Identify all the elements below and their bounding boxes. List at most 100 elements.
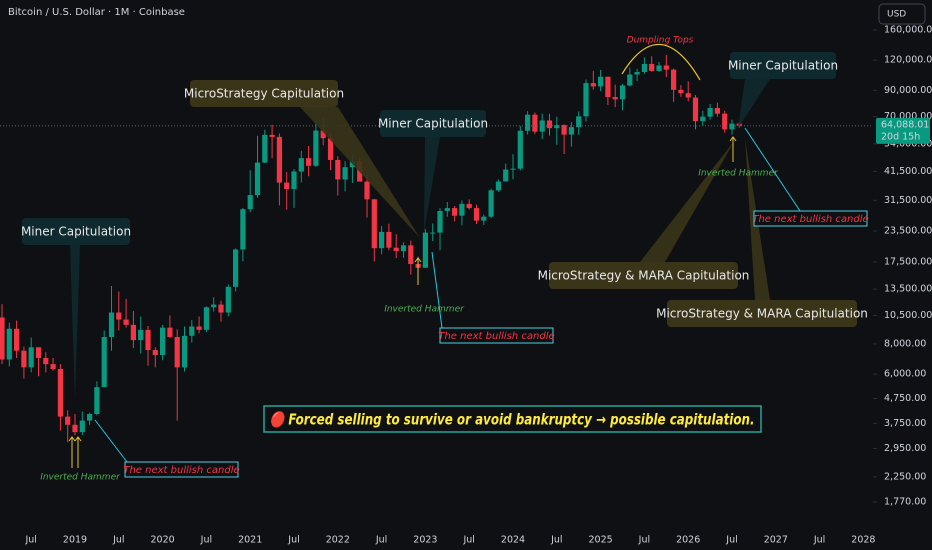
candle-body	[152, 350, 158, 356]
x-tick-label: 2021	[238, 535, 262, 546]
candle-body	[79, 420, 85, 433]
arrow-head	[414, 257, 422, 263]
y-tick-label: 4,750.00	[884, 393, 926, 404]
plot-area	[0, 54, 742, 443]
candle-body	[306, 158, 312, 166]
bullish-label: The next bullish candle	[123, 465, 239, 476]
candle-body	[649, 63, 655, 71]
callout-pointer	[738, 79, 770, 128]
candle-body	[94, 387, 100, 415]
candle-body	[298, 158, 304, 172]
candle-body	[430, 232, 436, 234]
message-box	[263, 405, 762, 433]
candle-body	[612, 97, 618, 100]
x-tick-label: Jul	[287, 535, 299, 546]
pointer-line	[744, 127, 801, 212]
candle-body	[692, 97, 699, 122]
candle-body	[28, 347, 34, 368]
bullish-box	[753, 210, 868, 227]
candle-body	[247, 195, 253, 210]
x-tick-label: 2025	[589, 535, 613, 546]
candle-body	[101, 336, 107, 388]
callout-pointer	[424, 137, 440, 232]
arrow-head	[729, 136, 737, 142]
callout-text: MicroStrategy & MARA Capitulation	[656, 307, 868, 321]
bullish-label: The next bullish candle	[438, 331, 554, 342]
bullish-box	[124, 461, 239, 478]
candle-body	[262, 134, 268, 163]
candle-body	[539, 120, 545, 132]
inverted-hammer-label: Inverted Hammer	[698, 169, 779, 179]
candle-body	[722, 113, 728, 130]
candle-body	[196, 326, 202, 330]
candle-body	[568, 127, 574, 135]
chart-title: Bitcoin / U.S. Dollar · 1M · Coinbase	[8, 7, 185, 18]
message-text: 🔴 Forced selling to survive or avoid ban…	[270, 411, 755, 429]
candle-body	[181, 335, 188, 368]
candle-body	[160, 327, 166, 356]
candle-body	[72, 424, 78, 433]
x-tick-label: Jul	[112, 535, 124, 546]
candle-body	[386, 231, 392, 248]
x-tick-label: Jul	[375, 535, 387, 546]
candle-body	[327, 138, 334, 160]
candle-body	[349, 161, 355, 168]
candle-body	[0, 317, 5, 360]
y-tick-label: 2,250.00	[884, 471, 926, 482]
pointer-line	[431, 251, 443, 329]
callout-text: MicroStrategy & MARA Capitulation	[538, 269, 750, 283]
price-tag-countdown: 20d 15h	[881, 131, 920, 142]
x-tick-label: 2024	[501, 535, 525, 546]
candle-body	[284, 182, 290, 190]
x-tick-label: Jul	[200, 535, 212, 546]
candle-body	[459, 203, 465, 216]
candle-body	[561, 125, 567, 135]
candle-body	[495, 181, 501, 191]
callout-pointer	[640, 140, 735, 262]
candle-body	[605, 76, 611, 98]
callout-text: Miner Capitulation	[21, 225, 131, 239]
candle-body	[700, 116, 706, 122]
callout-pointer	[300, 107, 420, 238]
candle-body	[145, 329, 151, 351]
candle-body	[371, 199, 377, 249]
candle-body	[481, 216, 487, 221]
y-tick-label: 3,750.00	[884, 418, 926, 429]
candle-body	[729, 123, 735, 130]
bullish-box	[439, 327, 554, 344]
x-tick-label: Jul	[24, 535, 36, 546]
currency[interactable]: USD	[887, 10, 906, 20]
y-tick-label: 160,000.00	[884, 24, 932, 35]
price-tag-box	[876, 117, 930, 144]
candle-body	[335, 159, 341, 180]
y-tick-label: 120,000.00	[884, 55, 932, 66]
candle-body	[598, 76, 604, 87]
candle-body	[138, 329, 144, 341]
y-tick-label: 1,770.00	[884, 497, 926, 508]
candle-body	[656, 65, 662, 71]
candle-body	[379, 231, 385, 249]
y-tick-label: 6,000.00	[884, 369, 926, 380]
candle-body	[408, 245, 414, 265]
callout-box	[380, 110, 486, 137]
candle-body	[130, 324, 136, 341]
candle-body	[503, 169, 509, 182]
candle-body	[225, 286, 231, 313]
currency-box[interactable]	[878, 3, 926, 25]
candle-body	[65, 416, 71, 425]
callout-box	[549, 262, 738, 289]
candle-body	[517, 130, 523, 169]
candle-body	[14, 328, 20, 351]
callout-box	[22, 218, 130, 245]
inverted-hammer-label: Inverted Hammer	[40, 473, 121, 483]
candle-body	[342, 167, 348, 180]
candle-body	[50, 364, 56, 369]
candle-body	[510, 168, 516, 170]
x-tick-label: 2027	[764, 535, 788, 546]
x-tick-label: 2023	[413, 535, 437, 546]
candle-body	[189, 326, 195, 336]
arrow-head	[68, 436, 76, 442]
candle-body	[546, 120, 553, 129]
